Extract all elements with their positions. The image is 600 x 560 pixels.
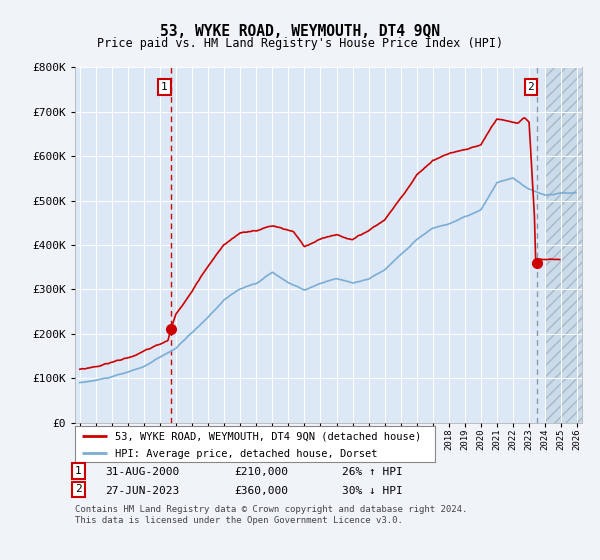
Text: 1: 1 <box>161 82 168 92</box>
Text: 30% ↓ HPI: 30% ↓ HPI <box>342 486 403 496</box>
Text: Price paid vs. HM Land Registry's House Price Index (HPI): Price paid vs. HM Land Registry's House … <box>97 37 503 50</box>
Text: 1: 1 <box>75 466 82 476</box>
Text: Contains HM Land Registry data © Crown copyright and database right 2024.
This d: Contains HM Land Registry data © Crown c… <box>75 505 467 525</box>
Text: 53, WYKE ROAD, WEYMOUTH, DT4 9QN: 53, WYKE ROAD, WEYMOUTH, DT4 9QN <box>160 24 440 39</box>
Text: 26% ↑ HPI: 26% ↑ HPI <box>342 467 403 477</box>
Text: £360,000: £360,000 <box>234 486 288 496</box>
Text: HPI: Average price, detached house, Dorset: HPI: Average price, detached house, Dors… <box>115 449 377 459</box>
Text: 2: 2 <box>527 82 534 92</box>
Text: £210,000: £210,000 <box>234 467 288 477</box>
Text: 31-AUG-2000: 31-AUG-2000 <box>105 467 179 477</box>
Text: 53, WYKE ROAD, WEYMOUTH, DT4 9QN (detached house): 53, WYKE ROAD, WEYMOUTH, DT4 9QN (detach… <box>115 432 421 441</box>
Text: 27-JUN-2023: 27-JUN-2023 <box>105 486 179 496</box>
Bar <box>545 67 582 423</box>
Text: 2: 2 <box>75 484 82 494</box>
